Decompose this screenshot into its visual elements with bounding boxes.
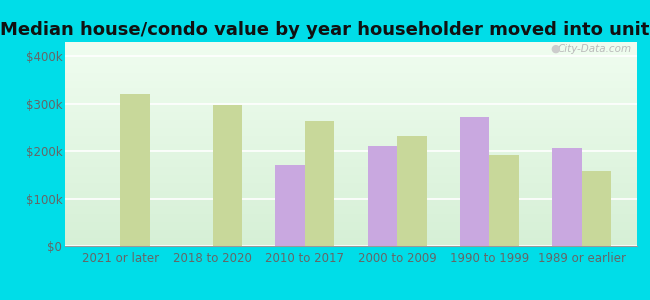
Text: Median house/condo value by year householder moved into unit: Median house/condo value by year househo… (0, 21, 650, 39)
Legend: Goldston, North Carolina: Goldston, North Carolina (244, 297, 458, 300)
Text: ●: ● (550, 44, 560, 54)
Bar (552, 148, 582, 246)
Bar (120, 94, 150, 246)
Bar (368, 146, 397, 246)
Bar (397, 136, 426, 246)
Bar (276, 165, 305, 246)
Bar (582, 171, 611, 246)
Text: City-Data.com: City-Data.com (557, 44, 631, 54)
Bar (460, 117, 489, 246)
Bar (489, 155, 519, 246)
Bar (213, 105, 242, 246)
Bar (305, 121, 334, 246)
